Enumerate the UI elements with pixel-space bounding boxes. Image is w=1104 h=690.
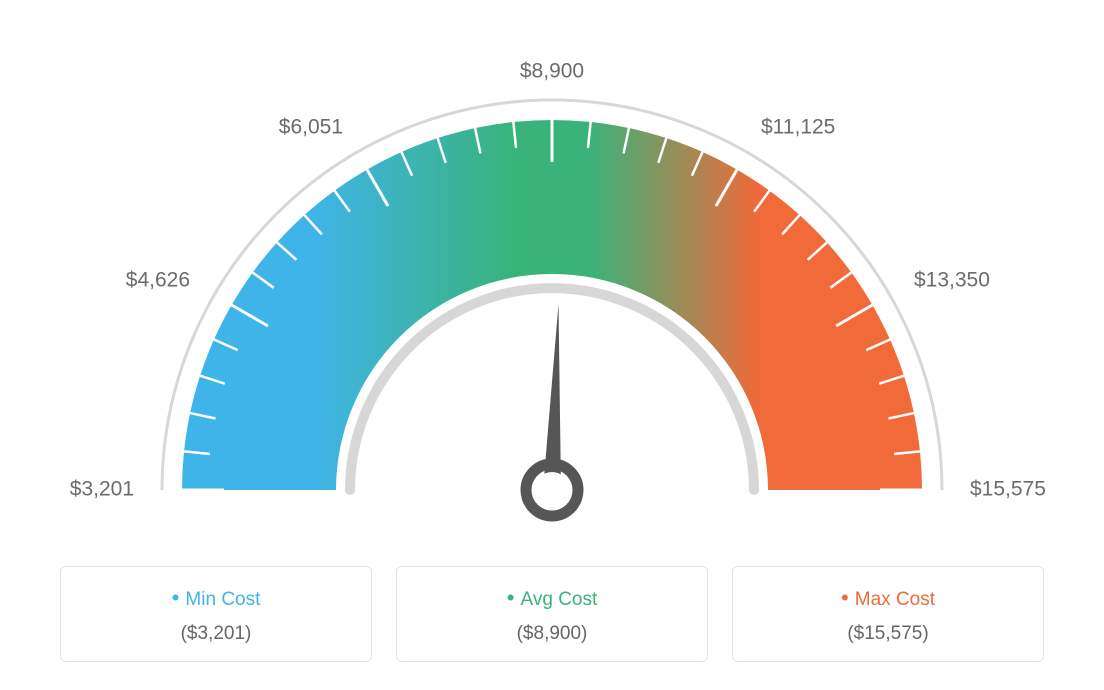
legend-title-max: Max Cost — [733, 585, 1043, 611]
legend-card-max: Max Cost ($15,575) — [732, 566, 1044, 662]
svg-text:$3,201: $3,201 — [70, 478, 134, 501]
svg-text:$11,125: $11,125 — [761, 116, 835, 139]
legend-card-min: Min Cost ($3,201) — [60, 566, 372, 662]
svg-text:$6,051: $6,051 — [279, 116, 343, 139]
legend-card-avg: Avg Cost ($8,900) — [396, 566, 708, 662]
legend-title-min: Min Cost — [61, 585, 371, 611]
legend-value-min: ($3,201) — [61, 623, 371, 645]
legend-value-max: ($15,575) — [733, 623, 1043, 645]
svg-text:$4,626: $4,626 — [126, 269, 190, 292]
cost-gauge-container: $3,201 $4,626 $6,051 $8,900 $11,125 $13,350 $1… — [0, 0, 1104, 690]
legend-title-avg: Avg Cost — [397, 585, 707, 611]
legend-value-avg: ($8,900) — [397, 623, 707, 645]
svg-text:$13,350: $13,350 — [914, 269, 990, 292]
svg-text:$8,900: $8,900 — [520, 60, 584, 83]
legend-row: Min Cost ($3,201) Avg Cost ($8,900) Max … — [60, 566, 1044, 662]
gauge-chart: $3,201 $4,626 $6,051 $8,900 $11,125 $13,350 $1… — [0, 0, 1104, 540]
svg-text:$15,575: $15,575 — [970, 478, 1046, 501]
